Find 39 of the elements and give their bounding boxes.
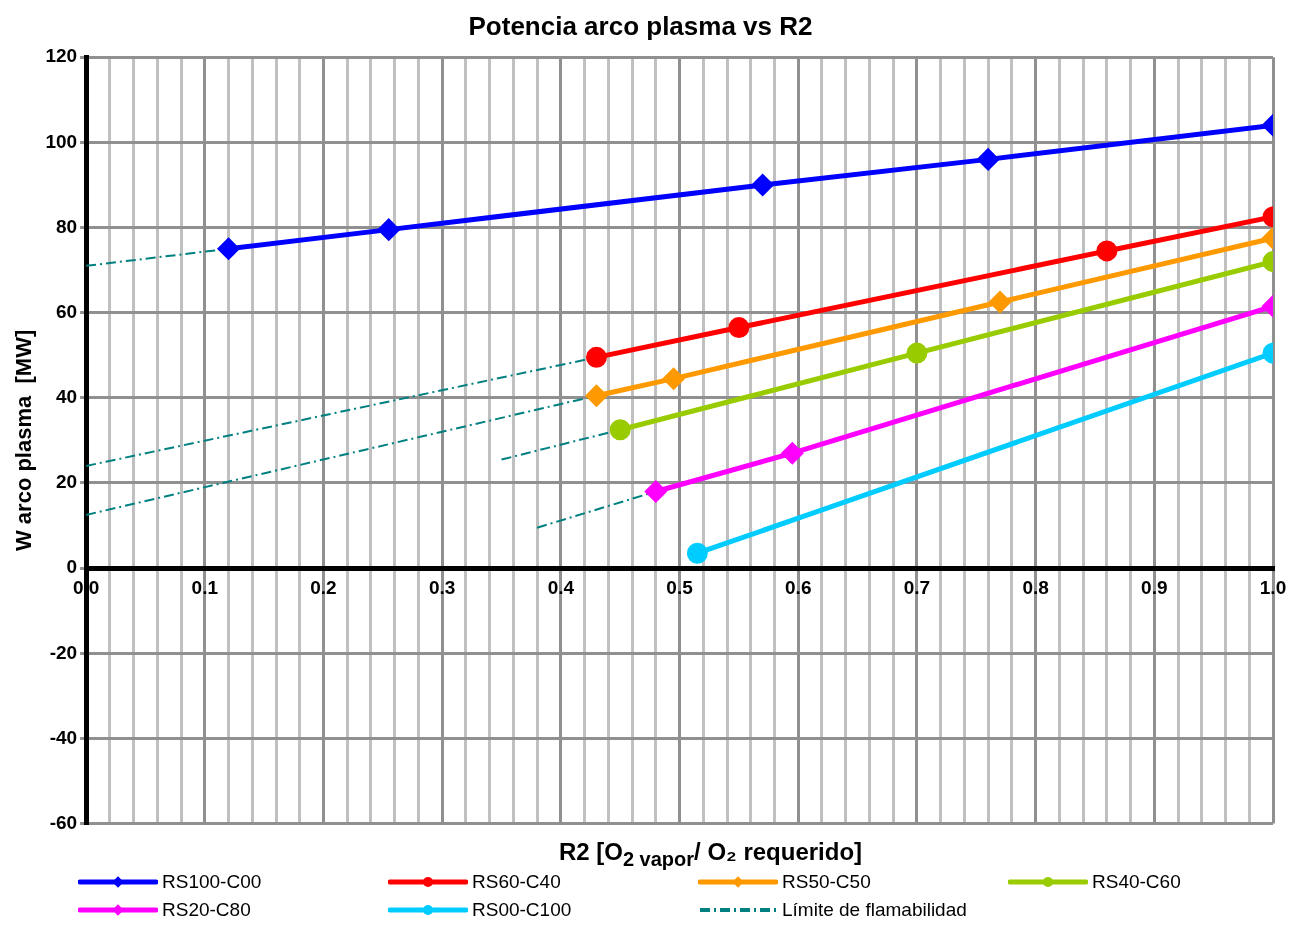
y-tick-label: -60: [49, 811, 78, 833]
point: [752, 174, 774, 196]
legend-label: Límite de flamabilidad: [782, 898, 967, 921]
y-tick-label: 40: [55, 386, 78, 408]
x-tick-label: 0.6: [785, 576, 812, 598]
x-tick-label: 0.5: [666, 576, 694, 598]
x-tick-label: 0.4: [547, 576, 575, 598]
point: [781, 442, 803, 464]
point: [378, 219, 400, 241]
y-tick-label: 0: [66, 556, 78, 578]
x-tick-label: 0.7: [903, 576, 931, 598]
legend-label: RS100-C00: [162, 870, 262, 893]
y-tick-label: -40: [49, 726, 78, 748]
x-tick-label: 0.3: [428, 576, 456, 598]
x-tick-label: 0.1: [191, 576, 219, 598]
y-tick-label: -20: [49, 641, 78, 663]
legend-label: RS40-C60: [1092, 870, 1181, 893]
legend-label: RS00-C100: [472, 898, 572, 921]
point: [645, 480, 667, 502]
x-tick-label: 0.8: [1022, 576, 1049, 598]
legend-label: RS50-C50: [782, 870, 871, 893]
point: [728, 317, 750, 339]
point: [585, 346, 607, 368]
x-tick-label: 1.0: [1259, 576, 1287, 598]
x-tick-label: 0.9: [1141, 576, 1168, 598]
y-tick-label: 80: [55, 215, 78, 237]
legend-label: RS60-C40: [472, 870, 561, 893]
y-axis-title: W arco plasma [MW]: [11, 329, 37, 552]
point: [585, 385, 607, 407]
x-axis-title: R2 [O$_{2 vapor}$/ O₂ requerido]: [557, 838, 864, 871]
x-tick-label: 0.2: [310, 576, 337, 598]
point: [609, 419, 631, 441]
chart-title: Potencia arco plasma vs R2: [468, 10, 813, 41]
y-tick-label: 20: [55, 471, 78, 493]
legend-label: RS20-C80: [162, 898, 251, 921]
y-tick-label: 60: [55, 300, 78, 322]
y-tick-label: 120: [45, 45, 78, 67]
point: [663, 368, 685, 390]
y-tick-label: 100: [45, 130, 78, 152]
